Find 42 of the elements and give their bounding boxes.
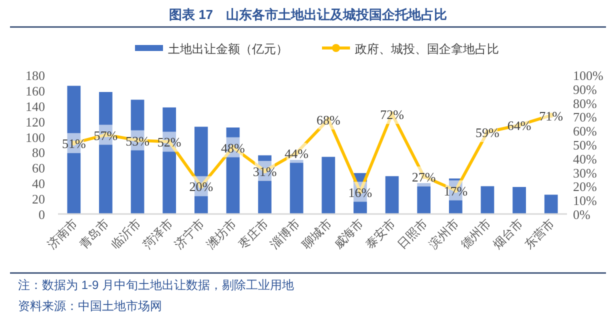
data-label: 57% (94, 128, 118, 143)
y2-tick-label: 70% (573, 110, 597, 125)
y-tick-label: 160 (26, 83, 45, 98)
data-label: 16% (348, 184, 372, 200)
data-label: 48% (221, 140, 246, 156)
legend-label: 土地出让金额（亿元） (168, 42, 288, 56)
y-tick-label: 80 (32, 145, 45, 160)
y2-tick-label: 10% (573, 193, 597, 208)
y2-tick-label: 100% (573, 68, 604, 83)
data-label: 17% (444, 183, 468, 198)
y-tick-label: 100 (26, 130, 45, 145)
y-tick-label: 40 (32, 176, 45, 192)
data-label: 59% (476, 124, 500, 140)
text: 资料来源：中国土地市场网 (18, 299, 162, 313)
data-label: 68% (316, 112, 340, 128)
y2-tick-label: 40% (573, 151, 597, 166)
data-label: 31% (252, 164, 277, 179)
data-label: 71% (539, 108, 564, 124)
y2-tick-label: 50% (573, 138, 597, 152)
y2-tick-label: 0% (573, 207, 590, 222)
y-tick-label: 180 (26, 68, 45, 83)
y2-tick-label: 60% (573, 124, 597, 139)
data-label: 20% (189, 179, 214, 194)
y-tick-label: 140 (26, 98, 45, 114)
data-label: 27% (412, 169, 436, 184)
data-label: 72% (380, 106, 404, 122)
legend-label: 政府、城投、国企拿地占比 (355, 42, 499, 56)
y-tick-label: 120 (26, 114, 45, 130)
title: 图表 17 山东各市土地出让及城投国企托地占比 (168, 7, 448, 22)
y-tick-label: 60 (32, 160, 45, 176)
y-tick-label: 20 (32, 192, 45, 207)
data-label: 52% (157, 134, 182, 150)
data-label: 64% (507, 118, 532, 134)
y2-tick-label: 90% (573, 82, 597, 97)
data-label: 44% (284, 146, 309, 161)
y-tick-label: 0 (38, 207, 45, 222)
data-label: 51% (62, 136, 86, 152)
y2-tick-label: 30% (573, 165, 597, 180)
y2-tick-label: 20% (573, 179, 597, 194)
y2-tick-label: 80% (573, 96, 597, 111)
data-label: 53% (126, 133, 150, 148)
text: 注：数据为 1-9 月中旬土地出让数据，剔除工业用地 (18, 278, 294, 292)
